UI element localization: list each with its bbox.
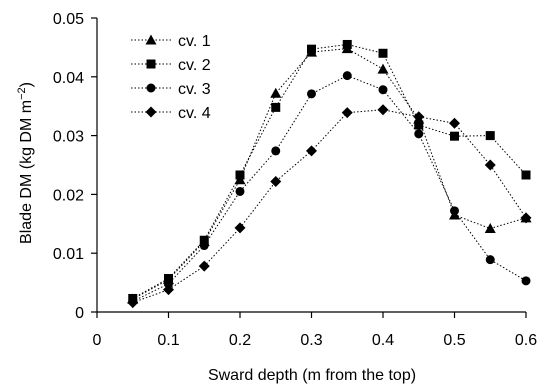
series-line-cv-2	[132, 43, 527, 299]
data-point-cv-4	[234, 222, 246, 234]
data-point-cv-4	[449, 117, 460, 129]
data-point-cv-1	[270, 87, 282, 98]
legend-label: cv. 3	[178, 81, 211, 98]
y-axis-label-main: Blade DM (kg DM m	[18, 100, 35, 244]
data-point-cv-3	[271, 146, 281, 156]
series-line-cv-4	[132, 109, 527, 304]
data-point-cv-3	[414, 129, 424, 139]
data-point-cv-4	[413, 111, 425, 123]
x-tick-label: 0.6	[515, 332, 537, 349]
legend-marker	[145, 106, 157, 118]
data-point-cv-2	[414, 120, 424, 130]
data-point-cv-4	[341, 107, 353, 119]
x-axis-label: Sward depth (m from the top)	[208, 367, 416, 384]
data-point-cv-4	[163, 284, 174, 296]
y-axis-label-superscript: −2	[16, 87, 28, 100]
data-point-cv-3	[378, 85, 388, 95]
data-point-cv-1	[484, 223, 496, 234]
y-tick-label: 0	[75, 305, 84, 322]
series-line-cv-1	[132, 48, 527, 300]
axes	[91, 17, 527, 318]
x-tick-label: 0.2	[229, 332, 251, 349]
y-tick-label: 0.04	[53, 70, 84, 87]
data-point-cv-4	[377, 104, 389, 116]
data-point-cv-3	[307, 89, 316, 99]
data-point-cv-2	[521, 170, 531, 180]
x-tick-label: 0.4	[372, 332, 394, 349]
data-point-cv-3	[164, 279, 173, 289]
data-point-cv-4	[484, 159, 496, 171]
legend-item-cv-2: cv. 2	[131, 57, 211, 74]
data-point-cv-3	[199, 241, 209, 251]
data-point-cv-3	[485, 255, 495, 265]
series-cv-2	[128, 39, 531, 303]
y-tick-label: 0.03	[53, 129, 84, 146]
data-point-cv-2	[485, 131, 495, 141]
series-cv-3	[128, 71, 531, 306]
x-tick-label: 0.5	[443, 332, 465, 349]
data-point-cv-2	[271, 102, 281, 112]
series-cv-4	[127, 104, 532, 309]
data-point-cv-4	[198, 260, 210, 272]
legend-label: cv. 2	[178, 57, 211, 74]
legend-item-cv-1: cv. 1	[131, 33, 211, 50]
data-point-cv-2	[235, 170, 245, 180]
data-point-cv-2	[450, 131, 459, 141]
y-tick-label: 0.01	[53, 246, 84, 263]
legend-marker	[146, 83, 156, 93]
data-point-cv-2	[342, 39, 352, 49]
data-point-cv-4	[306, 145, 317, 157]
legend-label: cv. 4	[178, 105, 211, 122]
legend-item-cv-4: cv. 4	[131, 105, 211, 122]
data-point-cv-4	[520, 212, 532, 224]
series-layer	[127, 39, 532, 309]
y-axis-label: Blade DM (kg DM m−2)	[16, 82, 35, 244]
data-point-cv-4	[270, 175, 282, 187]
legend-marker	[145, 34, 157, 45]
data-point-cv-4	[127, 297, 139, 309]
data-point-cv-2	[378, 48, 388, 58]
data-point-cv-3	[235, 186, 245, 196]
y-axis-label-end: )	[18, 82, 35, 87]
data-point-cv-2	[164, 273, 173, 283]
tick-labels: 0 0.01 0.02 0.03 0.04 0.05 0 0.1 0.2 0.3 0.4 0.5 0.6	[53, 11, 537, 349]
y-tick-label: 0.05	[53, 11, 84, 28]
data-point-cv-3	[521, 276, 531, 286]
x-tick-label: 0.1	[157, 332, 179, 349]
legend-label: cv. 1	[178, 33, 211, 50]
x-tick-label: 0	[93, 332, 102, 349]
data-point-cv-3	[342, 71, 352, 81]
data-point-cv-3	[450, 206, 459, 216]
y-tick-label: 0.02	[53, 187, 84, 204]
legend-item-cv-3: cv. 3	[131, 81, 211, 98]
x-tick-label: 0.3	[300, 332, 322, 349]
data-point-cv-2	[199, 235, 209, 245]
series-line-cv-3	[132, 75, 527, 302]
data-point-cv-2	[307, 44, 316, 54]
legend-marker	[146, 59, 156, 69]
data-point-cv-1	[377, 63, 389, 74]
legend: cv. 1 cv. 2 cv. 3 cv. 4	[131, 33, 211, 122]
